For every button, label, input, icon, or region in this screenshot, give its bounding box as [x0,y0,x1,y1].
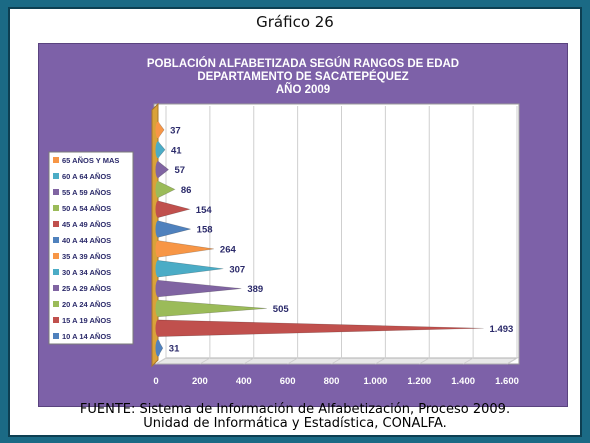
data-label: 264 [220,244,237,255]
cone-base [155,280,161,297]
x-tick-label: 1.200 [407,376,431,387]
data-label: 1.493 [490,324,514,335]
legend-swatch [53,205,59,211]
x-tick-label: 1.000 [363,376,387,387]
x-tick-label: 400 [236,376,252,387]
gridline-floor [331,357,342,365]
legend-swatch [53,253,59,259]
gridline-floor [375,357,386,365]
data-label: 41 [171,145,182,156]
cone-base [155,121,161,139]
cone-base [155,181,161,198]
data-label: 389 [247,284,263,295]
legend-label: 35 A 39 AÑOS [62,252,111,261]
data-label: 57 [175,165,186,176]
cone-base [155,339,161,357]
legend-swatch [53,221,59,227]
legend-swatch [53,333,59,339]
source-footer: FUENTE: Sistema de Información de Alfabe… [8,403,582,431]
x-tick-label: 600 [280,376,296,387]
data-label: 37 [170,125,181,136]
gridline-floor [199,357,211,365]
data-label: 154 [196,205,213,216]
slide: Gráfico 26 0 200 400 600 800 1.000 1.200 1.400 1… [8,7,582,437]
legend-label: 30 A 34 AÑOS [62,268,111,277]
x-tick-label: 800 [324,376,340,387]
x-tick-label: 0 [153,376,158,387]
legend-label: 45 A 49 AÑOS [62,220,111,229]
chart-panel: 0 200 400 600 800 1.000 1.200 1.400 1.600 37 41 57 8… [38,43,568,407]
gridline-floor [155,357,167,365]
chart-title-line-2: DEPARTAMENTO DE SACATEPÉQUEZ [197,71,409,83]
cone-base [155,200,161,218]
legend-label: 65 AÑOS Y MAS [62,156,119,165]
gridline-floor [462,357,474,365]
legend-swatch [53,189,59,195]
gridline-floor [418,357,430,365]
slide-title: Gráfico 26 [256,13,334,31]
cone-base [155,220,161,238]
legend-label: 20 A 24 AÑOS [62,300,111,309]
x-tick-label: 1.400 [451,376,475,387]
gridline-floor [287,357,298,365]
legend-swatch [53,173,59,179]
data-label: 158 [197,225,213,236]
chart-title-line-1: POBLACIÓN ALFABETIZADA SEGÚN RANGOS DE E… [146,58,460,70]
data-label: 307 [229,264,245,275]
legend-swatch [53,317,59,323]
footer-line-2: Unidad de Informática y Estadística, CON… [143,416,447,431]
legend-swatch [53,237,59,243]
x-tick-label: 1.600 [495,376,519,387]
legend-box [48,151,134,345]
legend-label: 60 A 64 AÑOS [62,172,111,181]
legend-swatch [53,157,59,163]
legend-label: 40 A 44 AÑOS [62,236,111,245]
cone-base [155,319,161,337]
chart-title: POBLACIÓN ALFABETIZADA SEGÚN RANGOS DE E… [39,58,567,97]
data-label: 31 [169,344,180,355]
legend-label: 55 A 59 AÑOS [62,188,111,197]
legend-label: 50 A 54 AÑOS [62,204,111,213]
data-label: 505 [273,304,290,315]
plot-area [153,103,520,365]
legend-swatch [53,285,59,291]
gridline-floor [243,357,255,365]
cone-base [155,260,161,278]
gridline-floor [506,357,518,365]
footer-line-1: FUENTE: Sistema de Información de Alfabe… [79,402,511,417]
chart-title-line-3: AÑO 2009 [275,84,331,96]
legend-label: 10 A 14 AÑOS [62,332,111,341]
x-tick-label: 200 [192,376,208,387]
legend-label: 15 A 19 AÑOS [62,316,111,325]
cone-base [155,141,161,159]
cone-base [155,300,161,317]
data-label: 86 [181,185,192,196]
legend-swatch [53,269,59,275]
legend-swatch [53,301,59,307]
cone-base [155,240,161,258]
cone-base [155,161,161,178]
legend-label: 25 A 29 AÑOS [62,284,111,293]
chart-canvas: 0 200 400 600 800 1.000 1.200 1.400 1.600 37 41 57 8… [48,102,520,387]
